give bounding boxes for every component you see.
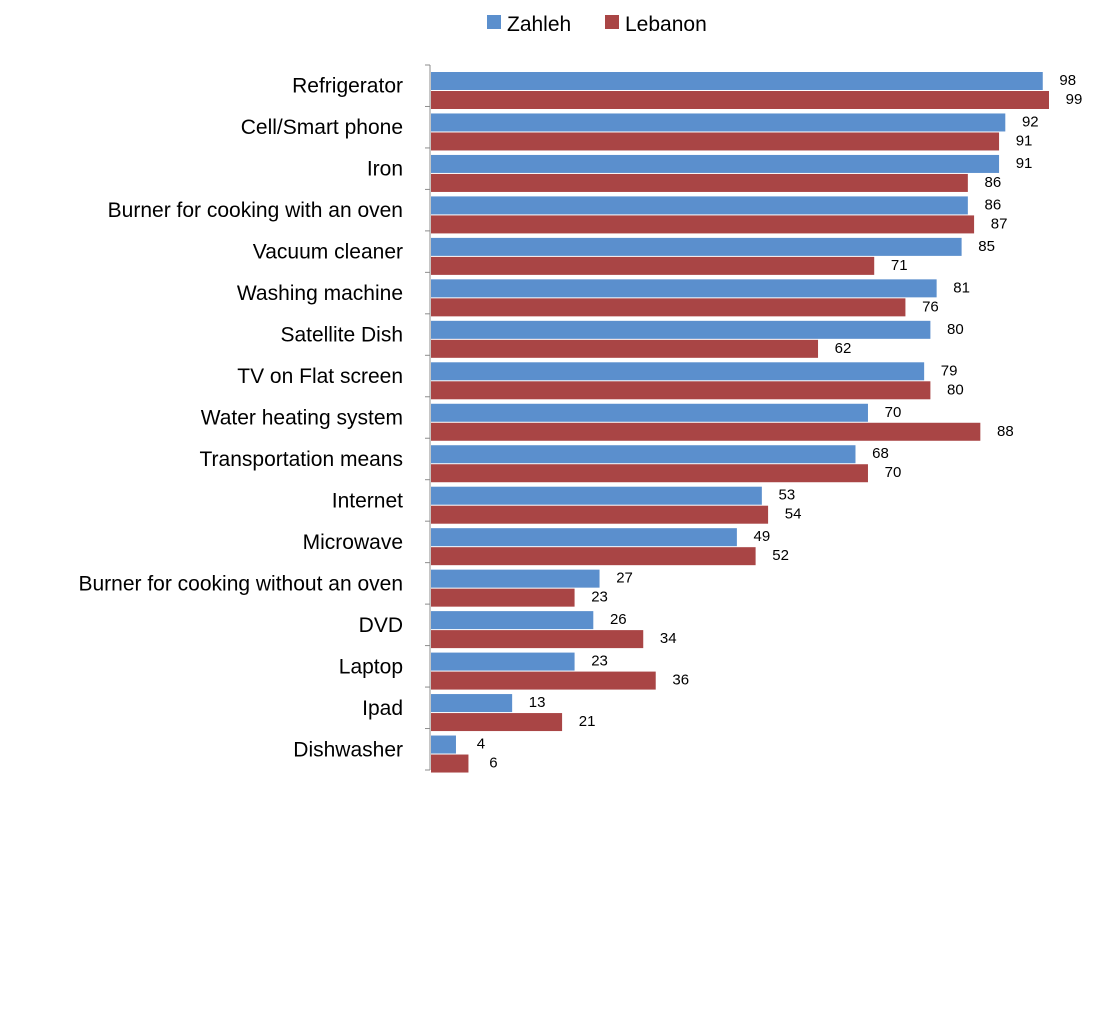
data-label-zahleh: 68 bbox=[872, 445, 889, 462]
bar-lebanon bbox=[431, 215, 975, 234]
bar-lebanon bbox=[431, 381, 931, 400]
legend-swatch-zahleh bbox=[487, 15, 501, 29]
data-label-lebanon: 99 bbox=[1066, 91, 1083, 108]
data-label-lebanon: 34 bbox=[660, 630, 677, 647]
bar-lebanon bbox=[431, 298, 906, 317]
category-label: Satellite Dish bbox=[280, 324, 403, 347]
data-label-lebanon: 87 bbox=[991, 215, 1008, 232]
data-label-lebanon: 52 bbox=[772, 547, 789, 564]
data-label-zahleh: 70 bbox=[885, 404, 902, 421]
data-label-lebanon: 36 bbox=[672, 672, 689, 689]
category-label: Transportation means bbox=[200, 448, 404, 471]
data-label-zahleh: 85 bbox=[978, 238, 995, 255]
bar-zahleh bbox=[431, 611, 594, 630]
bar-lebanon bbox=[431, 91, 1049, 109]
legend: Zahleh Lebanon bbox=[487, 13, 707, 36]
bar-zahleh bbox=[431, 196, 968, 215]
bar-lebanon bbox=[431, 505, 769, 524]
bar-lebanon bbox=[431, 256, 875, 275]
category-label: Ipad bbox=[362, 697, 403, 720]
data-label-zahleh: 26 bbox=[610, 611, 627, 628]
bar-zahleh bbox=[431, 154, 1000, 173]
data-label-lebanon: 91 bbox=[1016, 132, 1033, 149]
data-label-lebanon: 71 bbox=[891, 257, 908, 274]
data-label-zahleh: 91 bbox=[1016, 155, 1033, 172]
category-label: Vacuum cleaner bbox=[253, 241, 403, 264]
data-label-zahleh: 23 bbox=[591, 653, 608, 670]
bar-lebanon bbox=[431, 754, 469, 773]
bar-zahleh bbox=[431, 486, 762, 505]
bar-lebanon bbox=[431, 339, 819, 358]
data-label-lebanon: 23 bbox=[591, 589, 608, 606]
category-label: Burner for cooking without an oven bbox=[78, 572, 403, 595]
category-label: Iron bbox=[367, 158, 403, 181]
data-label-zahleh: 92 bbox=[1022, 113, 1039, 130]
plot-area: Refrigerator 98 99 Cell/Smart phone 92 91 Iron… bbox=[78, 64, 1083, 773]
data-label-lebanon: 88 bbox=[997, 423, 1014, 440]
bar-zahleh bbox=[431, 113, 1006, 132]
data-label-zahleh: 4 bbox=[477, 736, 485, 753]
bar-zahleh bbox=[431, 445, 856, 464]
bar-zahleh bbox=[431, 237, 962, 256]
bar-lebanon bbox=[431, 630, 644, 649]
bar-lebanon bbox=[431, 713, 563, 732]
category-label: DVD bbox=[359, 614, 403, 637]
category-label: Washing machine bbox=[237, 282, 403, 305]
category-label: Dishwasher bbox=[293, 738, 403, 761]
bar-lebanon bbox=[431, 132, 1000, 151]
category-label: TV on Flat screen bbox=[237, 365, 403, 388]
data-label-lebanon: 54 bbox=[785, 506, 802, 523]
data-label-zahleh: 13 bbox=[529, 694, 546, 711]
category-label: Laptop bbox=[339, 655, 403, 678]
data-label-zahleh: 79 bbox=[941, 362, 958, 379]
bar-lebanon bbox=[431, 464, 868, 483]
bar-zahleh bbox=[431, 569, 600, 588]
bar-lebanon bbox=[431, 422, 981, 441]
data-label-lebanon: 6 bbox=[489, 755, 497, 772]
category-label: Burner for cooking with an oven bbox=[108, 199, 403, 222]
legend-label-zahleh: Zahleh bbox=[507, 13, 571, 36]
data-label-lebanon: 70 bbox=[885, 464, 902, 481]
category-label: Cell/Smart phone bbox=[241, 116, 403, 139]
data-label-zahleh: 98 bbox=[1059, 72, 1076, 89]
data-label-zahleh: 81 bbox=[953, 279, 970, 296]
data-label-lebanon: 80 bbox=[947, 381, 964, 398]
bar-zahleh bbox=[431, 403, 868, 422]
bar-zahleh bbox=[431, 735, 456, 754]
bar-lebanon bbox=[431, 588, 575, 607]
category-label: Internet bbox=[332, 489, 403, 512]
bar-lebanon bbox=[431, 173, 968, 192]
bar-lebanon bbox=[431, 671, 656, 690]
data-label-zahleh: 80 bbox=[947, 321, 964, 338]
data-label-lebanon: 76 bbox=[922, 298, 939, 315]
data-label-lebanon: 21 bbox=[579, 713, 596, 730]
bar-zahleh bbox=[431, 652, 575, 671]
legend-swatch-lebanon bbox=[605, 15, 619, 29]
category-label: Microwave bbox=[303, 531, 403, 554]
category-label: Refrigerator bbox=[292, 75, 403, 98]
bar-zahleh bbox=[431, 362, 925, 381]
data-label-zahleh: 27 bbox=[616, 570, 633, 587]
data-label-lebanon: 62 bbox=[835, 340, 852, 357]
bar-zahleh bbox=[431, 694, 513, 713]
data-label-zahleh: 49 bbox=[754, 528, 771, 545]
bar-zahleh bbox=[431, 72, 1043, 90]
data-label-lebanon: 86 bbox=[985, 174, 1002, 191]
bar-lebanon bbox=[431, 547, 756, 566]
data-label-zahleh: 86 bbox=[985, 196, 1002, 213]
bar-zahleh bbox=[431, 320, 931, 339]
bar-zahleh bbox=[431, 279, 937, 298]
bar-zahleh bbox=[431, 528, 737, 547]
data-label-zahleh: 53 bbox=[779, 487, 796, 504]
category-label: Water heating system bbox=[201, 407, 403, 430]
legend-label-lebanon: Lebanon bbox=[625, 13, 707, 36]
